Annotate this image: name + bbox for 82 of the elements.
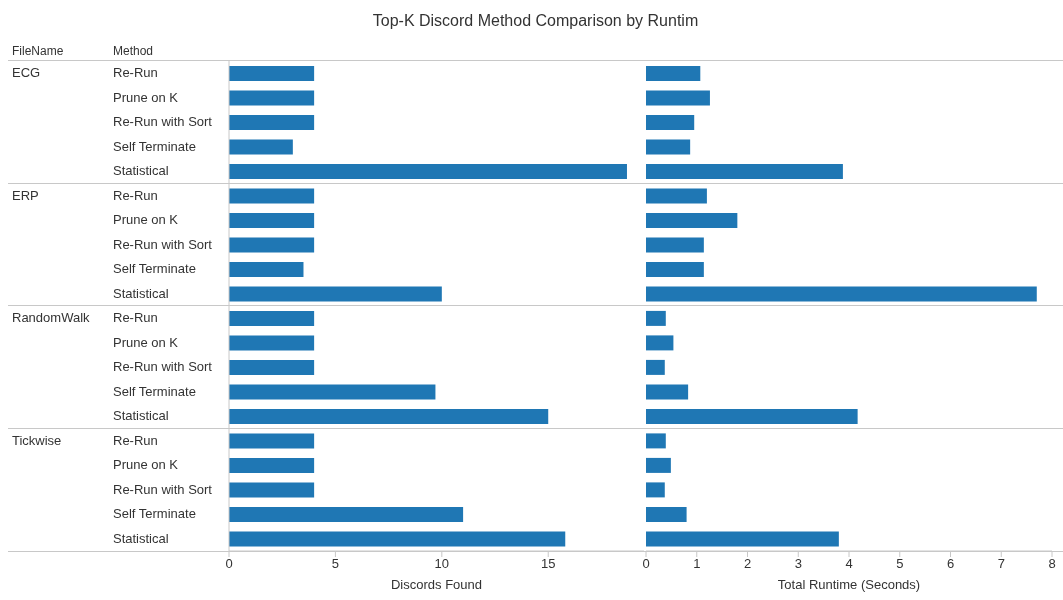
x-tick-label: 5: [331, 556, 340, 572]
x-tick-label: 7: [997, 556, 1005, 572]
bar: [229, 212, 315, 228]
y-tick-label: Re-Run with Sort: [113, 481, 213, 497]
bar: [229, 65, 315, 81]
bar: [646, 457, 671, 473]
x-tick-label: 6: [946, 556, 955, 572]
bar: [229, 286, 442, 302]
x-tick-label: 0: [642, 556, 650, 572]
y-tick-label: Re-Run with Sort: [113, 236, 213, 252]
y-tick-label: Statistical: [113, 408, 169, 424]
y-tick-label: Statistical: [113, 530, 169, 546]
bar: [229, 531, 566, 547]
bar: [646, 310, 666, 326]
bar: [229, 237, 315, 253]
x-tick-label: 10: [434, 556, 450, 572]
x-tick-label: 2: [743, 556, 752, 572]
bar: [646, 139, 691, 155]
bar: [229, 163, 627, 179]
y-tick-label: Re-Run: [113, 432, 158, 448]
bar: [229, 457, 315, 473]
bar: [646, 384, 689, 400]
y-tick-label: Prune on K: [113, 89, 179, 105]
x-tick-label: 4: [845, 556, 853, 572]
x-tick-label: 15: [541, 556, 556, 572]
text: Method: [113, 44, 154, 58]
x-tick-label: 3: [794, 556, 802, 572]
bar: [646, 212, 738, 228]
x-tick-label: 5: [896, 556, 904, 572]
bar: [646, 286, 1037, 302]
x-axis-title: Discords Found: [389, 577, 483, 592]
bar: [229, 335, 315, 351]
y-tick-label: Statistical: [113, 285, 169, 301]
y-tick-label: Self Terminate: [113, 506, 196, 522]
bar: [229, 482, 315, 498]
text: FileName: [12, 44, 64, 58]
y-tick-label: Prune on K: [113, 334, 179, 350]
bar: [229, 188, 315, 204]
bar: [229, 261, 304, 277]
bar: [646, 114, 695, 130]
text: RandomWalk: [12, 310, 90, 326]
chart-title: Top-K Discord Method Comparison by Runtim: [371, 12, 700, 30]
bar: [646, 408, 858, 424]
bar: [646, 188, 707, 204]
bar: [229, 359, 315, 375]
bar: [646, 237, 704, 253]
bar: [646, 531, 839, 547]
x-tick-label: 8: [1048, 556, 1056, 572]
y-tick-label: Re-Run with Sort: [113, 359, 213, 375]
bar: [646, 65, 701, 81]
bar: [646, 335, 674, 351]
bar: [229, 139, 293, 155]
y-tick-label: Self Terminate: [113, 138, 196, 154]
y-tick-label: Re-Run: [113, 310, 158, 326]
text: ECG: [12, 65, 41, 81]
x-tick-label: 1: [693, 556, 701, 572]
y-tick-label: Re-Run with Sort: [113, 114, 213, 130]
y-tick-label: Statistical: [113, 163, 169, 179]
x-axis-title: Total Runtime (Seconds): [776, 577, 922, 592]
y-tick-label: Re-Run: [113, 187, 158, 203]
bar: [229, 408, 549, 424]
bar: [229, 114, 315, 130]
bar: [646, 261, 704, 277]
x-tick-label: 0: [225, 556, 233, 572]
bar: [646, 163, 843, 179]
y-tick-label: Prune on K: [113, 457, 179, 473]
bar: [646, 90, 710, 106]
y-tick-label: Self Terminate: [113, 383, 196, 399]
bar: [646, 482, 665, 498]
bar: [229, 90, 315, 106]
bar: [229, 310, 315, 326]
y-tick-label: Prune on K: [113, 212, 179, 228]
bar: [229, 384, 436, 400]
bar: [646, 359, 665, 375]
text: ERP: [12, 187, 39, 203]
text: Tickwise: [12, 432, 62, 448]
y-tick-label: Re-Run: [113, 65, 158, 81]
bar: [646, 433, 666, 449]
bar: [646, 506, 687, 522]
y-tick-label: Self Terminate: [113, 261, 196, 277]
bar: [229, 506, 464, 522]
bar: [229, 433, 315, 449]
